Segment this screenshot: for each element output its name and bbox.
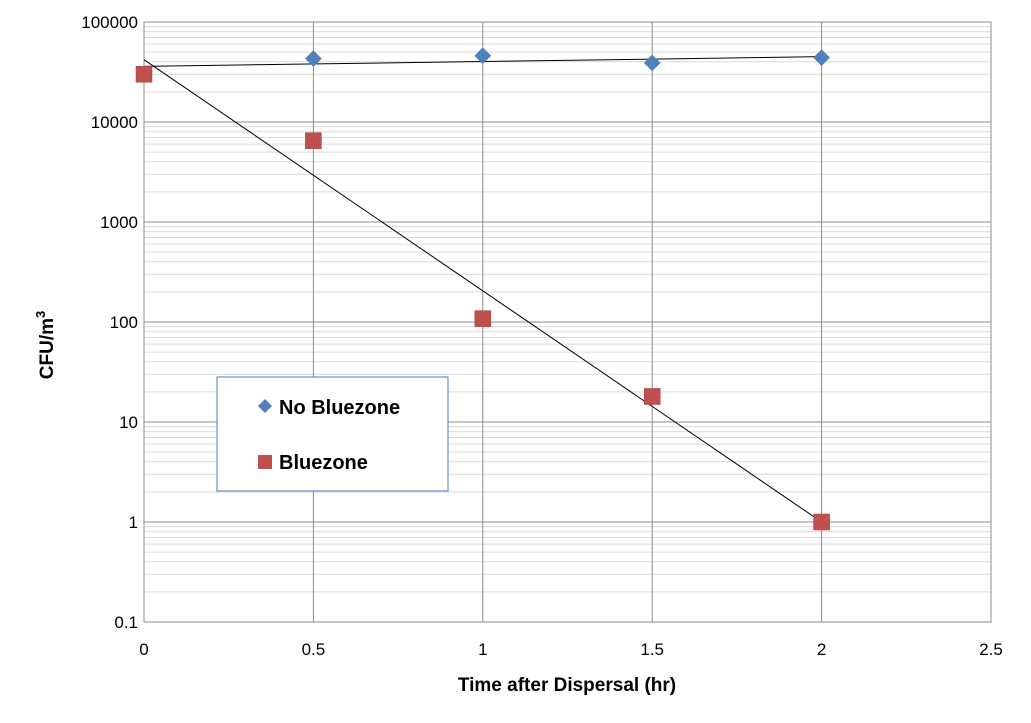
x-tick-label: 0.5 [302, 640, 326, 659]
y-tick-label: 10 [119, 413, 138, 432]
y-tick-label: 100000 [81, 13, 138, 32]
legend-diamond-icon [258, 399, 272, 413]
y-tick-label: 10000 [91, 113, 138, 132]
data-point-bluezone [305, 132, 322, 149]
x-tick-label: 1.5 [640, 640, 664, 659]
svg-text:CFU/m3: CFU/m3 [33, 311, 58, 379]
legend-box [216, 376, 449, 492]
legend-square-icon [258, 455, 272, 469]
x-axis-tick-labels: 0 0.5 1 1.5 2 2.5 [139, 640, 1003, 659]
x-tick-label: 2.5 [979, 640, 1003, 659]
data-point-bluezone [135, 66, 153, 83]
data-point-no-bluezone [474, 47, 492, 65]
x-tick-label: 0 [139, 640, 148, 659]
trendline-bluezone [143, 59, 822, 523]
x-tick-label: 2 [817, 640, 826, 659]
data-markers [135, 47, 830, 531]
y-tick-label: 100 [110, 313, 138, 332]
y-axis-title: CFU/m3 [33, 311, 58, 379]
data-point-no-bluezone [305, 50, 322, 68]
minor-gridlines [144, 26, 991, 593]
y-tick-label: 0.1 [114, 613, 138, 632]
y-axis-tick-labels: 0.1 1 10 100 1000 10000 100000 [81, 13, 138, 632]
legend: No Bluezone Bluezone [216, 376, 449, 492]
data-point-bluezone [643, 388, 661, 405]
x-tick-label: 1 [478, 640, 487, 659]
data-point-bluezone [474, 310, 492, 327]
x-axis-title: Time after Dispersal (hr) [458, 675, 676, 696]
data-point-no-bluezone [813, 49, 830, 67]
legend-label-bluezone: Bluezone [279, 452, 368, 474]
y-axis-title-main: CFU/m [37, 318, 58, 379]
legend-label-no-bluezone: No Bluezone [279, 397, 400, 419]
plot-area-border [143, 21, 992, 623]
y-tick-label: 1000 [100, 213, 138, 232]
y-axis-title-superscript: 3 [33, 311, 48, 318]
data-point-bluezone [813, 513, 830, 531]
data-point-no-bluezone [643, 54, 661, 72]
y-tick-label: 1 [129, 513, 138, 532]
